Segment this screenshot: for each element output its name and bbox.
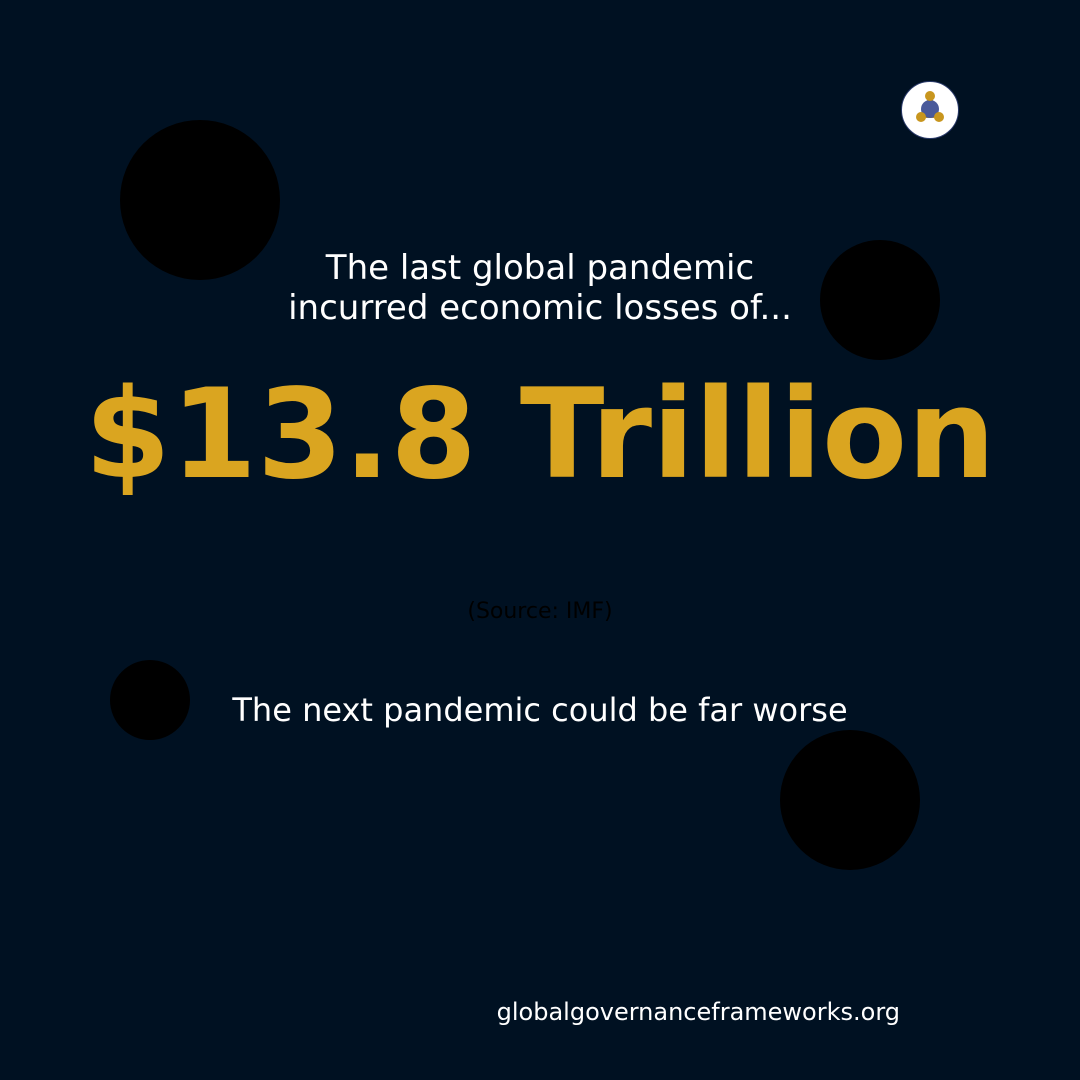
intro-text: The last global pandemic incurred econom… <box>140 248 940 328</box>
tagline: The next pandemic could be far worse <box>232 691 848 729</box>
decorative-circle <box>120 120 280 280</box>
intro-line-1: The last global pandemic <box>325 248 755 288</box>
headline-amount: $13.8 Trillion <box>84 363 996 507</box>
intro-line-2: incurred economic losses of... <box>288 288 792 328</box>
decorative-circle <box>820 240 940 360</box>
source-note: (Source: IMF) <box>467 599 613 624</box>
website-url: globalgovernanceframeworks.org <box>496 998 900 1026</box>
logo <box>901 81 959 139</box>
decorative-circle <box>780 730 920 870</box>
decorative-circle <box>110 660 190 740</box>
network-people-icon <box>916 91 944 122</box>
